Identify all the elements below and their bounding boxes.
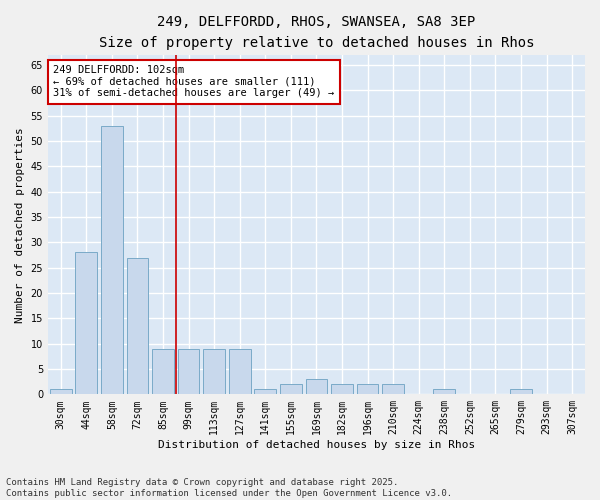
Bar bbox=[50, 390, 71, 394]
Bar bbox=[382, 384, 404, 394]
Text: Contains HM Land Registry data © Crown copyright and database right 2025.
Contai: Contains HM Land Registry data © Crown c… bbox=[6, 478, 452, 498]
Bar bbox=[280, 384, 302, 394]
Bar bbox=[76, 252, 97, 394]
Bar bbox=[433, 390, 455, 394]
Bar bbox=[178, 348, 199, 395]
Bar bbox=[254, 390, 276, 394]
Bar bbox=[152, 348, 174, 395]
Bar bbox=[305, 379, 328, 394]
X-axis label: Distribution of detached houses by size in Rhos: Distribution of detached houses by size … bbox=[158, 440, 475, 450]
Bar bbox=[510, 390, 532, 394]
Bar bbox=[229, 348, 251, 395]
Title: 249, DELFFORDD, RHOS, SWANSEA, SA8 3EP
Size of property relative to detached hou: 249, DELFFORDD, RHOS, SWANSEA, SA8 3EP S… bbox=[99, 15, 534, 50]
Y-axis label: Number of detached properties: Number of detached properties bbox=[15, 127, 25, 322]
Bar bbox=[331, 384, 353, 394]
Bar bbox=[127, 258, 148, 394]
Bar bbox=[101, 126, 123, 394]
Bar bbox=[203, 348, 225, 395]
Bar bbox=[357, 384, 379, 394]
Text: 249 DELFFORDD: 102sqm
← 69% of detached houses are smaller (111)
31% of semi-det: 249 DELFFORDD: 102sqm ← 69% of detached … bbox=[53, 65, 335, 98]
